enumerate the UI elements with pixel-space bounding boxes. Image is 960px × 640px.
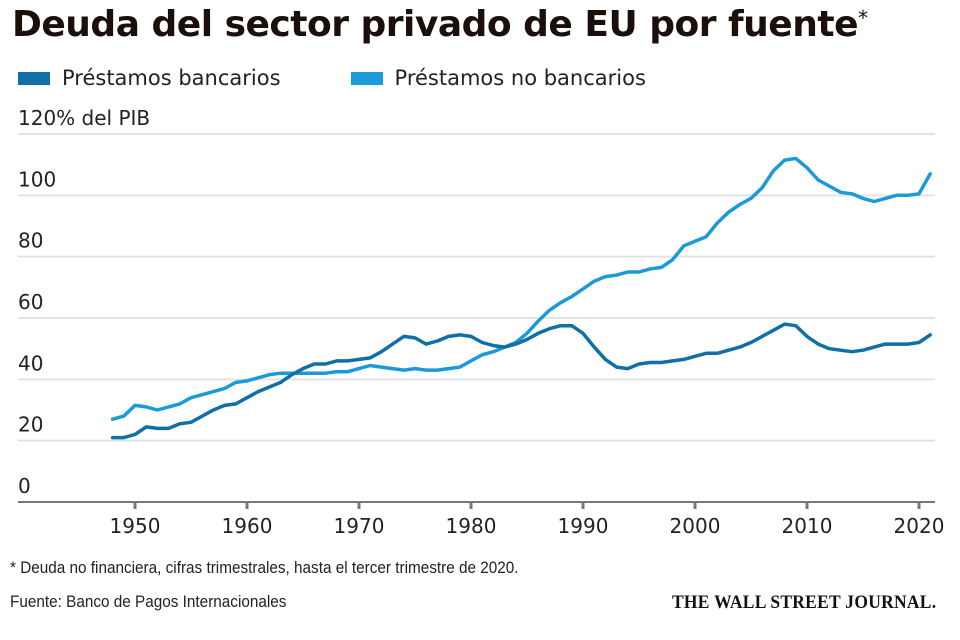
x-tick-label-2010: 2010 [782,514,833,538]
y-tick-label-100: 100 [18,167,56,191]
y-tick-label-20: 20 [18,413,43,437]
series-line-nonbank-loans [110,156,932,421]
x-tick-label-1970: 1970 [334,514,385,538]
legend-swatch-bank-loans [18,71,50,85]
legend-swatch-nonbank-loans [350,71,383,85]
chart-title-text: Deuda del sector privado de EU por fuent… [12,4,858,45]
legend-label-bank-loans: Préstamos bancarios [62,66,281,90]
y-tick-label-40: 40 [18,351,43,375]
legend-item-bank-loans: Préstamos bancarios [18,66,281,90]
x-tick-label-1980: 1980 [446,514,497,538]
title-footnote-marker: * [857,6,868,30]
publisher-brand: THE WALL STREET JOURNAL. [671,592,936,613]
x-tick-label-1990: 1990 [558,514,609,538]
x-tick-label-1950: 1950 [110,514,161,538]
y-tick-label-120: 120% del PIB [18,106,150,130]
chart-title: Deuda del sector privado de EU por fuent… [12,4,868,45]
x-tick-label-1960: 1960 [222,514,273,538]
legend-label-nonbank-loans: Préstamos no bancarios [394,66,646,90]
y-tick-label-60: 60 [18,290,43,314]
series-line-bank-loans [110,322,932,440]
legend: Préstamos bancarios Préstamos no bancari… [18,66,716,90]
source-note: Fuente: Banco de Pagos Internacionales [10,592,287,611]
footnote: * Deuda no financiera, cifras trimestral… [10,558,519,577]
y-tick-label-80: 80 [18,229,43,253]
legend-item-nonbank-loans: Préstamos no bancarios [350,66,646,90]
x-tick-label-2020: 2020 [894,514,945,538]
x-tick-label-2000: 2000 [670,514,721,538]
y-tick-label-0: 0 [18,474,31,498]
